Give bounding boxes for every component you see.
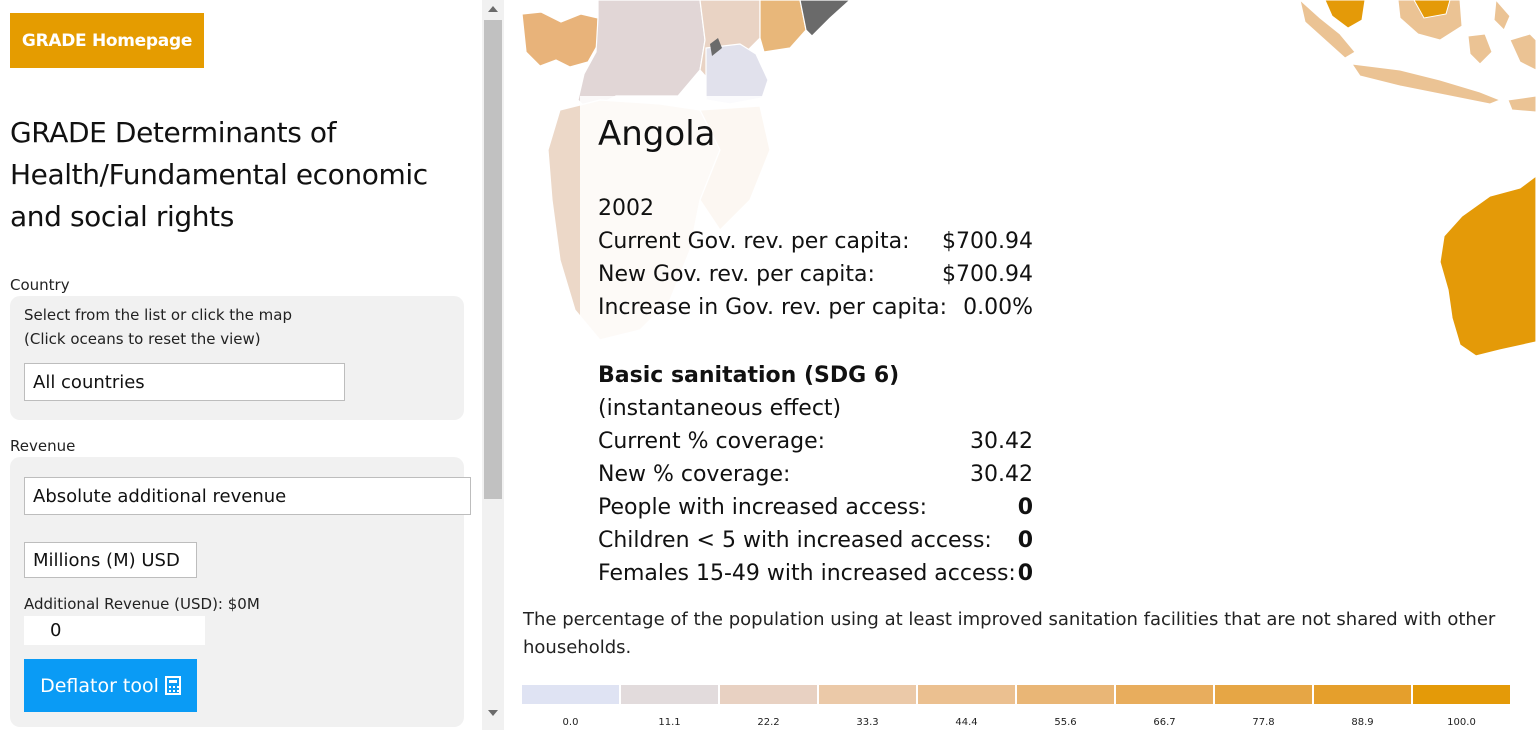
tooltip-country-name: Angola xyxy=(598,114,716,154)
indicator-description: The percentage of the population using a… xyxy=(523,609,1496,658)
indicator-title: Basic sanitation (SDG 6) xyxy=(598,363,900,388)
legend-swatch xyxy=(1116,685,1213,704)
tooltip-year: 2002 xyxy=(598,196,654,221)
additional-revenue-input[interactable]: 0 xyxy=(24,616,205,645)
gov-rev-new-label: New Gov. rev. per capita: xyxy=(598,262,875,287)
country-select[interactable]: All countries xyxy=(24,363,345,401)
sidebar: GRADE Homepage GRADE Determinants of Hea… xyxy=(0,0,482,755)
legend-swatch xyxy=(1314,685,1411,704)
people-access-row: People with increased access: 0 xyxy=(598,491,1033,524)
lake-icon xyxy=(710,38,722,56)
gov-rev-increase-row: Increase in Gov. rev. per capita: 0.00% xyxy=(598,291,1033,324)
west-africa-region[interactable] xyxy=(521,11,599,68)
australia-region[interactable] xyxy=(1439,175,1536,357)
java-region[interactable] xyxy=(1350,63,1502,105)
arrow-down-icon[interactable] xyxy=(488,710,498,716)
gov-rev-current-row: Current Gov. rev. per capita: $700.94 xyxy=(598,225,1033,258)
horn-of-africa-region[interactable] xyxy=(759,0,807,53)
legend-swatch xyxy=(621,685,718,704)
children-access-row: Children < 5 with increased access: 0 xyxy=(598,524,1033,557)
additional-revenue-label: Additional Revenue (USD): $0M xyxy=(24,595,260,613)
gov-rev-new-row: New Gov. rev. per capita: $700.94 xyxy=(598,258,1033,291)
somalia-region[interactable] xyxy=(799,0,851,37)
people-access-label: People with increased access: xyxy=(598,495,927,520)
country-hint-line1: Select from the list or click the map xyxy=(24,306,293,324)
gov-rev-current-value: $700.94 xyxy=(942,229,1033,254)
page-title: GRADE Determinants of Health/Fundamental… xyxy=(10,116,428,233)
revenue-label: Revenue xyxy=(10,437,76,455)
legend-label: 100.0 xyxy=(1447,717,1476,728)
legend-swatch xyxy=(1215,685,1312,704)
gov-rev-new-value: $700.94 xyxy=(942,262,1033,287)
brunei-sabah-region[interactable] xyxy=(1413,0,1451,19)
legend-label: 22.2 xyxy=(757,717,780,728)
current-coverage-row: Current % coverage: 30.42 xyxy=(598,425,1033,458)
children-access-value: 0 xyxy=(1017,528,1033,553)
indicator-subtitle: (instantaneous effect) xyxy=(598,396,842,421)
legend-label: 11.1 xyxy=(658,717,681,728)
central-africa-region[interactable] xyxy=(577,0,706,111)
legend-label: 66.7 xyxy=(1153,717,1176,728)
new-coverage-row: New % coverage: 30.42 xyxy=(598,458,1033,491)
females-access-value: 0 xyxy=(1017,561,1033,586)
legend-label: 88.9 xyxy=(1351,717,1374,728)
malaysia-region[interactable] xyxy=(1324,0,1366,29)
sumatra-region[interactable] xyxy=(1299,0,1356,59)
gov-rev-increase-value: 0.00% xyxy=(963,295,1033,320)
legend-swatch xyxy=(918,685,1015,704)
calculator-icon xyxy=(164,676,181,695)
females-access-label: Females 15-49 with increased access: xyxy=(598,561,1016,586)
sulawesi-region[interactable] xyxy=(1467,33,1493,65)
legend-swatch xyxy=(819,685,916,704)
color-legend: 0.0 11.1 22.2 33.3 44.4 55.6 66.7 77.8 88.9 100.0 xyxy=(522,685,1510,728)
revenue-unit-select[interactable]: Millions (M) USD xyxy=(24,542,197,578)
people-access-value: 0 xyxy=(1017,495,1033,520)
revenue-type-select[interactable]: Absolute additional revenue xyxy=(24,477,471,515)
country-label: Country xyxy=(10,276,70,294)
deflator-tool-button[interactable]: Deflator tool xyxy=(24,659,197,712)
legend-swatch xyxy=(1017,685,1114,704)
deflator-tool-label: Deflator tool xyxy=(40,674,159,697)
legend-label: 0.0 xyxy=(562,717,579,728)
country-hint-line2: (Click oceans to reset the view) xyxy=(24,330,261,348)
legend-swatch xyxy=(720,685,817,704)
philippines-region[interactable] xyxy=(1493,0,1511,31)
females-access-row: Females 15-49 with increased access: 0 xyxy=(598,557,1033,590)
legend-label: 44.4 xyxy=(955,717,978,728)
new-coverage-label: New % coverage: xyxy=(598,462,791,487)
current-coverage-label: Current % coverage: xyxy=(598,429,826,454)
legend-label: 33.3 xyxy=(856,717,879,728)
timor-region[interactable] xyxy=(1507,95,1536,113)
children-access-label: Children < 5 with increased access: xyxy=(598,528,992,553)
country-panel: Select from the list or click the map (C… xyxy=(10,296,464,420)
legend-swatch xyxy=(522,685,619,704)
sidebar-scrollbar[interactable] xyxy=(482,0,504,730)
legend-label: 55.6 xyxy=(1054,717,1077,728)
current-coverage-value: 30.42 xyxy=(970,429,1033,454)
legend-swatch xyxy=(1413,685,1510,704)
country-tooltip: Angola 2002 Current Gov. rev. per capita… xyxy=(580,96,1060,586)
new-coverage-value: 30.42 xyxy=(970,462,1033,487)
maluku-region[interactable] xyxy=(1509,33,1536,71)
gov-rev-current-label: Current Gov. rev. per capita: xyxy=(598,229,910,254)
scrollbar-thumb[interactable] xyxy=(484,20,502,499)
arrow-up-icon[interactable] xyxy=(488,6,498,12)
legend-label: 77.8 xyxy=(1252,717,1275,728)
grade-homepage-button[interactable]: GRADE Homepage xyxy=(10,13,204,68)
gov-rev-increase-label: Increase in Gov. rev. per capita: xyxy=(598,295,948,320)
